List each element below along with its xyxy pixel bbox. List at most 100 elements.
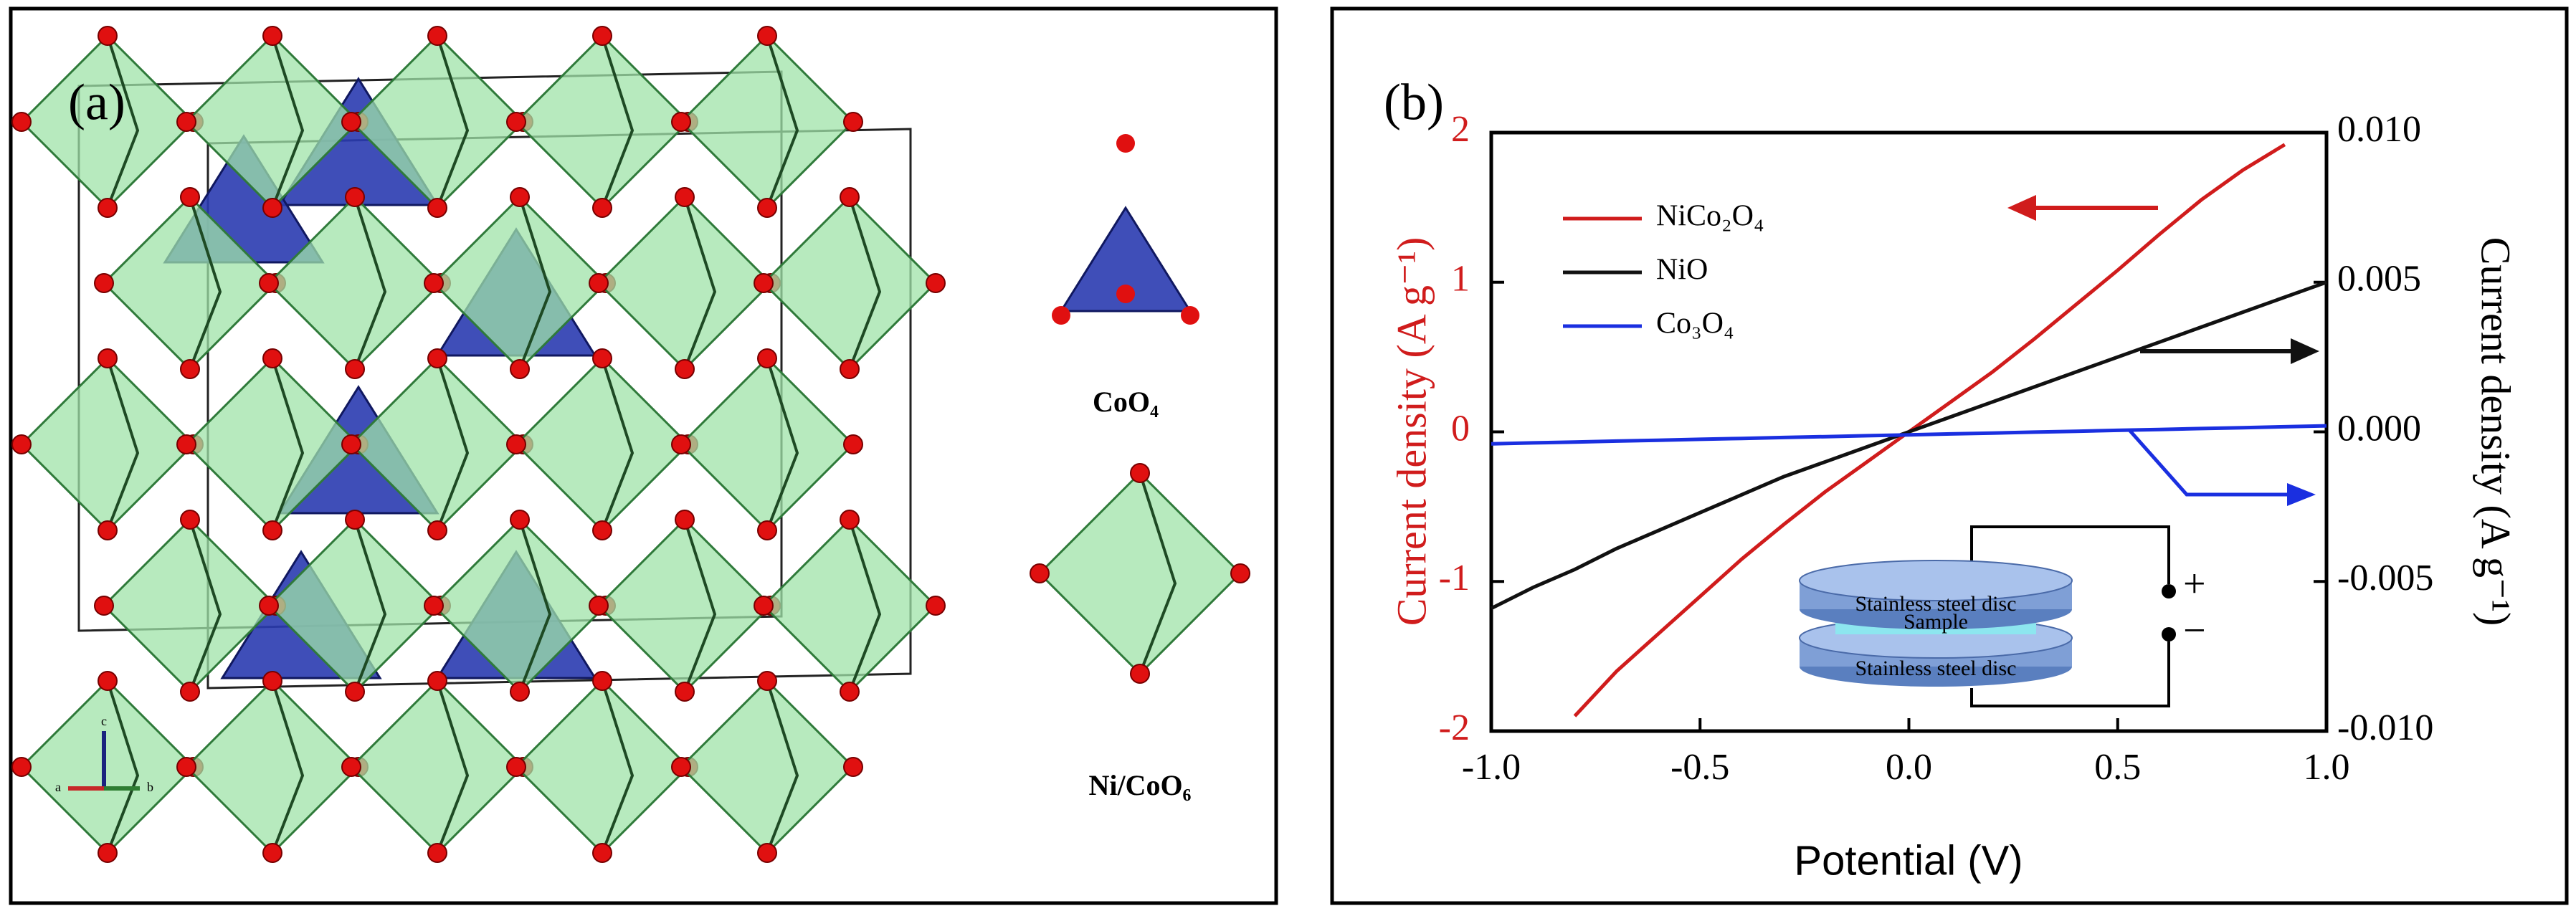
oxygen: [11, 434, 32, 454]
panel-b-frame: [1330, 6, 2569, 905]
oxygen: [592, 26, 612, 46]
oxygen: [1030, 563, 1050, 583]
octahedron-face: [848, 196, 882, 370]
oxygen: [589, 273, 609, 293]
oxygen: [671, 434, 691, 454]
oxygen: [926, 273, 946, 293]
oxygen: [262, 671, 282, 691]
inset-label: Stainless steel disc: [1855, 657, 2017, 680]
legend-label: NiO: [1656, 254, 1708, 287]
y-tick-label: 0: [1451, 408, 1470, 449]
oxygen: [592, 843, 612, 863]
oxygen: [424, 596, 444, 616]
oxygen: [510, 510, 530, 530]
oxygen: [589, 596, 609, 616]
oxygen: [840, 510, 860, 530]
oxygen: [427, 348, 447, 368]
oxygen: [840, 359, 860, 379]
oxygen: [341, 757, 361, 777]
terminal: [2162, 584, 2176, 598]
oxygen: [754, 273, 774, 293]
octahedron-face: [271, 680, 305, 854]
oxygen: [592, 520, 612, 540]
octahedron-face: [189, 196, 222, 370]
data-line: [1491, 424, 2327, 446]
arrow: [2128, 429, 2294, 497]
terminal: [2162, 627, 2176, 641]
octahedron: [597, 517, 773, 694]
y2-axis-label: Current density (A g⁻¹): [2473, 237, 2519, 626]
octahedron: [679, 34, 855, 210]
oxygen: [345, 187, 365, 207]
y-tick-label: -2: [1439, 707, 1470, 748]
oxygen: [506, 757, 526, 777]
oxygen: [176, 434, 196, 454]
octahedron-face: [766, 680, 799, 854]
polyhedron-label: Ni/CoO₆: [1088, 769, 1191, 801]
panel-label: (b): [1384, 74, 1444, 131]
oxygen: [510, 682, 530, 702]
octahedron-face: [518, 196, 552, 370]
chart: (b) Potential (V) Current density (A g⁻¹…: [1384, 74, 2519, 884]
oxygen: [840, 187, 860, 207]
oxygen: [757, 671, 777, 691]
octahedron-face: [601, 358, 635, 531]
wire: [1970, 525, 2170, 707]
oxygen: [506, 434, 526, 454]
octahedron-face: [683, 519, 717, 692]
oxygen: [262, 198, 282, 218]
oxygen: [11, 112, 32, 132]
oxygen: [345, 359, 365, 379]
octahedron-face: [271, 35, 305, 209]
inset-label: Sample: [1904, 610, 1968, 634]
octahedron-face: [436, 680, 470, 854]
oxygen: [98, 348, 118, 368]
oxygen: [1052, 306, 1070, 325]
axis-label: c: [101, 714, 107, 728]
oxygen: [843, 434, 863, 454]
oxygen: [341, 434, 361, 454]
oxygen: [675, 359, 695, 379]
oxygen: [427, 198, 447, 218]
tetrahedron: [1059, 206, 1192, 313]
oxygen: [424, 273, 444, 293]
oxygen: [262, 843, 282, 863]
octahedron: [1037, 471, 1242, 676]
oxygen: [94, 273, 114, 293]
x-tick-label: 1.0: [2304, 747, 2350, 788]
arrow-head: [2007, 195, 2036, 221]
oxygen: [262, 520, 282, 540]
octahedron: [514, 356, 690, 533]
axis-label: a: [55, 780, 61, 794]
octahedron: [184, 679, 361, 855]
oxygen: [180, 359, 200, 379]
axis-triad: a b c: [55, 714, 153, 794]
y-tick-label: 1: [1451, 259, 1470, 300]
legend-label: Co₃O₄: [1656, 307, 1734, 340]
oxygen: [427, 843, 447, 863]
octahedron: [597, 195, 773, 371]
crystal-structure: [11, 26, 1250, 863]
inset-label: Stainless steel disc: [1855, 592, 2017, 616]
polyhedron-label: CoO₄: [1093, 386, 1159, 418]
octahedron-face: [848, 519, 882, 692]
octahedron-face: [106, 680, 140, 854]
y2-tick-label: 0.005: [2337, 259, 2421, 300]
y2-tick-label: -0.010: [2337, 707, 2433, 748]
oxygen: [1181, 306, 1199, 325]
oxygen: [180, 682, 200, 702]
octahedron-face: [766, 358, 799, 531]
octahedron: [19, 679, 196, 855]
y-axis-label: Current density (A g⁻¹): [1388, 237, 1435, 626]
y2-tick-label: 0.010: [2337, 109, 2421, 150]
oxygen: [427, 520, 447, 540]
oxygen: [427, 671, 447, 691]
oxygen: [757, 348, 777, 368]
octahedron: [679, 679, 855, 855]
oxygen: [926, 596, 946, 616]
oxygen: [98, 671, 118, 691]
x-tick-label: 0.0: [1886, 747, 1932, 788]
disc: [1799, 560, 2073, 601]
oxygen: [98, 520, 118, 540]
y-tick-label: 2: [1451, 109, 1470, 150]
